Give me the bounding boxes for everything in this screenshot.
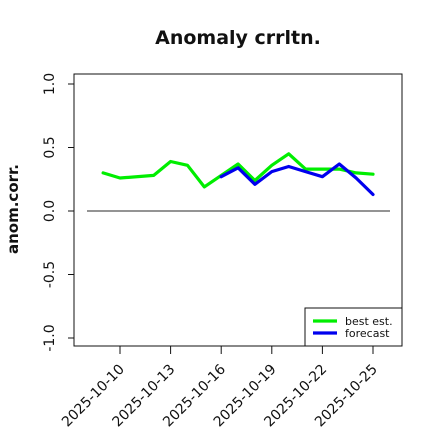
plot-area (73, 73, 403, 347)
y-tick-label: 0.5 (42, 136, 58, 158)
y-tick-label: 0.0 (42, 200, 58, 222)
legend-label-0: best est. (345, 315, 393, 328)
series-line-1 (219, 162, 375, 197)
chart-title: Anomaly crrltn. (155, 27, 321, 49)
legend-label-1: forecast (345, 327, 390, 340)
y-axis-label: anom.corr. (4, 164, 22, 254)
y-tick-label: -0.5 (42, 261, 58, 288)
y-tick-label: 1.0 (42, 73, 58, 95)
y-tick-label: -1.0 (42, 324, 58, 351)
legend-box (304, 307, 403, 347)
